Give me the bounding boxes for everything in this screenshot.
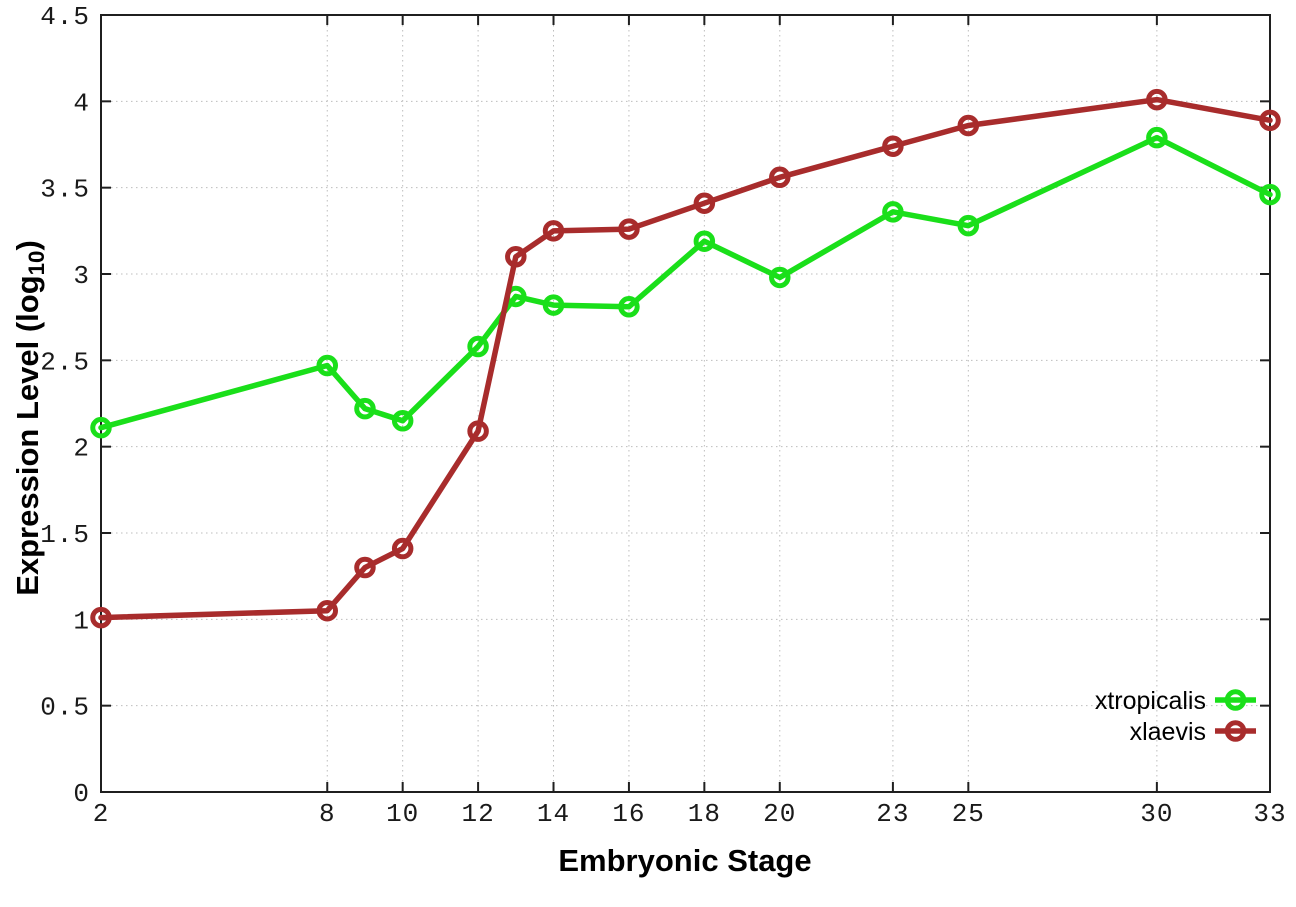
data-point-xtropicalis (1259, 183, 1281, 206)
gridlines (100, 14, 1271, 793)
series-line-xlaevis (98, 96, 1273, 621)
data-point-xtropicalis (1146, 126, 1168, 149)
legend-label-xlaevis: xlaevis (1130, 718, 1206, 746)
series-line-xtropicalis (98, 134, 1273, 431)
series-xtropicalis (90, 126, 1281, 439)
data-point-xlaevis (467, 420, 489, 442)
y-tick-label: 0.5 (40, 693, 90, 723)
legend-label-xtropicalis: xtropicalis (1095, 687, 1206, 715)
data-point-xlaevis (882, 135, 904, 157)
data-point-xtropicalis (90, 416, 112, 439)
data-point-xlaevis (618, 218, 640, 240)
tick-labels: 2 8 10 12 14 16 18 20 23 25 30 33 0 0.5 1 1.5 2 2.5 3 3.5 4 4… (40, 2, 1286, 829)
data-point-xtropicalis (957, 214, 980, 237)
data-point-xtropicalis (316, 354, 339, 377)
x-tick-label: 33 (1253, 799, 1286, 829)
y-axis-title-text: Expression Level (log (9, 275, 45, 596)
x-tick-label: 18 (688, 799, 721, 829)
data-point-xtropicalis (693, 230, 716, 252)
x-tick-label: 2 (93, 799, 110, 829)
data-point-xlaevis (769, 166, 791, 189)
plot-border (100, 14, 1271, 793)
data-point-xlaevis (542, 220, 565, 242)
x-tick-label: 25 (952, 799, 985, 829)
x-tick-label: 16 (612, 799, 645, 829)
y-axis-title-subscript: 10 (24, 250, 50, 276)
data-point-xtropicalis (542, 294, 565, 316)
legend: xtropicalis xlaevis (1095, 687, 1256, 746)
x-tick-label: 8 (319, 799, 336, 829)
y-tick-label: 1.5 (40, 520, 90, 550)
x-tick-label: 20 (763, 799, 796, 829)
data-point-xlaevis (505, 245, 527, 268)
y-tick-label: 2.5 (40, 347, 90, 377)
data-point-xlaevis (90, 606, 112, 629)
y-tick-label: 4.5 (40, 2, 90, 32)
y-axis-title: Expression Level (log10) (10, 240, 50, 596)
x-tick-label: 23 (876, 799, 909, 829)
y-tick-label: 1 (73, 606, 90, 636)
y-tick-label: 4 (73, 88, 90, 118)
data-point-xlaevis (693, 192, 716, 214)
data-point-xtropicalis (882, 201, 904, 223)
data-point-xtropicalis (391, 410, 414, 432)
x-tick-label: 12 (461, 799, 494, 829)
data-point-xtropicalis (354, 397, 376, 420)
x-axis-title: Embryonic Stage (558, 843, 812, 878)
data-point-xlaevis (391, 537, 414, 560)
x-tick-label: 30 (1140, 799, 1173, 829)
data-point-xtropicalis (618, 296, 640, 318)
data-point-xlaevis (1146, 88, 1168, 111)
legend-marker-xlaevis (1224, 720, 1247, 742)
y-tick-label: 2 (73, 434, 90, 464)
axes (100, 14, 1271, 793)
x-tick-label: 14 (537, 799, 570, 829)
data-point-xtropicalis (769, 266, 791, 289)
y-tick-label: 0 (73, 779, 90, 809)
y-axis-title-close-paren: ) (9, 240, 45, 251)
y-tick-label: 3 (73, 261, 90, 291)
data-point-xlaevis (1259, 109, 1281, 132)
data-point-xlaevis (316, 599, 339, 622)
x-tick-label: 10 (386, 799, 419, 829)
series-xlaevis (90, 88, 1281, 629)
data-point-xlaevis (957, 114, 980, 137)
legend-marker-xtropicalis (1224, 689, 1247, 711)
y-tick-label: 3.5 (40, 175, 90, 205)
data-point-xlaevis (354, 556, 376, 579)
data-point-xtropicalis (467, 335, 489, 358)
